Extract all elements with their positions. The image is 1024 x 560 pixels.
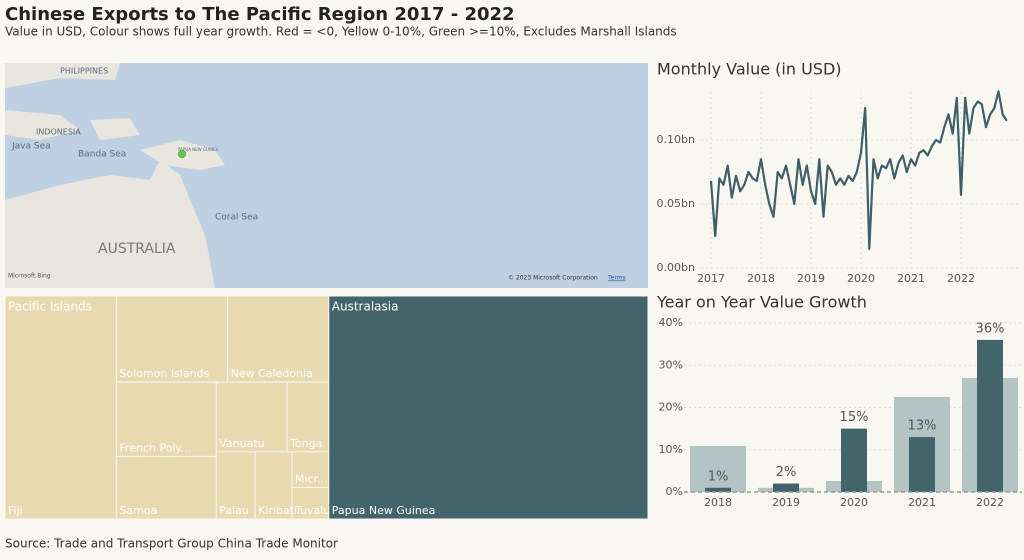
bar [690, 445, 746, 492]
treemap-group-label: Pacific Islands [8, 300, 92, 314]
treemap-label: New Caledonia [231, 367, 313, 380]
y-tick-label: 30% [659, 358, 683, 371]
value-label: 13% [908, 419, 937, 434]
bar [841, 428, 867, 492]
treemap-cell [291, 451, 330, 488]
treemap-label: Tonga [289, 437, 322, 450]
map-attribution: © 2023 Microsoft Corporation [508, 275, 598, 282]
subtitle: Value in USD, Colour shows full year gro… [5, 25, 677, 39]
x-tick-label: 2018 [704, 496, 732, 509]
treemap-label: Fiji [8, 504, 23, 517]
value-label: 1% [708, 469, 729, 484]
map-terms[interactable]: Terms [607, 275, 626, 282]
treemap-cell [4, 295, 117, 520]
map[interactable]: PHILIPPINES INDONESIA Java Sea Banda Sea… [5, 63, 648, 288]
y-tick-label: 40% [659, 316, 683, 329]
x-tick-label: 2018 [747, 272, 775, 285]
value-label: 36% [976, 321, 1005, 336]
x-tick-label: 2021 [908, 496, 936, 509]
title: Chinese Exports to The Pacific Region 20… [5, 4, 515, 25]
treemap-label: Palau [219, 504, 249, 517]
treemap-label: Micr... [295, 472, 328, 485]
map-land [5, 160, 215, 288]
treemap-label: French Poly... [119, 441, 191, 454]
treemap-label: Solomon Islands [119, 367, 209, 380]
map-label: Coral Sea [215, 213, 258, 223]
x-tick-label: 2022 [947, 272, 975, 285]
x-tick-label: 2017 [697, 272, 725, 285]
x-tick-label: 2020 [847, 272, 875, 285]
bar [773, 483, 799, 492]
y-tick-label: 20% [659, 401, 683, 414]
map-label: Java Sea [11, 142, 51, 152]
treemap-label: Samoa [119, 504, 157, 517]
x-tick-label: 2019 [797, 272, 825, 285]
y-tick-label: 0.05bn [657, 197, 695, 210]
y-tick-label: 0.00bn [657, 261, 695, 274]
map-land [5, 63, 120, 88]
bar [909, 437, 935, 492]
treemap-label: Vanuatu [219, 437, 264, 450]
map-label: PAPUA NEW GUINEA [178, 147, 219, 152]
value-label: 15% [840, 410, 869, 425]
treemap-label: Kiribati [258, 504, 297, 517]
bar [705, 487, 731, 492]
treemap-cell [328, 295, 649, 520]
x-tick-label: 2022 [976, 496, 1004, 509]
map-label: Banda Sea [78, 150, 126, 160]
treemap-label: Papua New Guinea [332, 504, 436, 517]
map-logo: Microsoft Bing [8, 273, 51, 280]
treemap-label: Tuvalu [294, 504, 330, 517]
chart-title: Monthly Value (in USD) [657, 60, 842, 79]
y-tick-label: 10% [659, 443, 683, 456]
map-label: PHILIPPINES [60, 67, 108, 76]
value-label: 2% [776, 465, 797, 480]
y-tick-label: 0% [666, 485, 683, 498]
x-tick-label: 2021 [897, 272, 925, 285]
chart-title: Year on Year Value Growth [656, 293, 867, 312]
map-land [5, 110, 225, 170]
source: Source: Trade and Transport Group China … [5, 537, 338, 551]
treemap-cell [115, 455, 217, 520]
map-point[interactable] [176, 148, 188, 160]
map-label: AUSTRALIA [98, 241, 176, 257]
treemap-cell [254, 451, 293, 520]
treemap-cell [215, 451, 256, 520]
line [709, 90, 1008, 250]
x-tick-label: 2019 [772, 496, 800, 509]
treemap-group-label: Australasia [332, 300, 399, 314]
bar [977, 339, 1003, 492]
x-tick-label: 2020 [840, 496, 868, 509]
map-label: INDONESIA [36, 128, 81, 137]
y-tick-label: 0.10bn [657, 133, 695, 146]
